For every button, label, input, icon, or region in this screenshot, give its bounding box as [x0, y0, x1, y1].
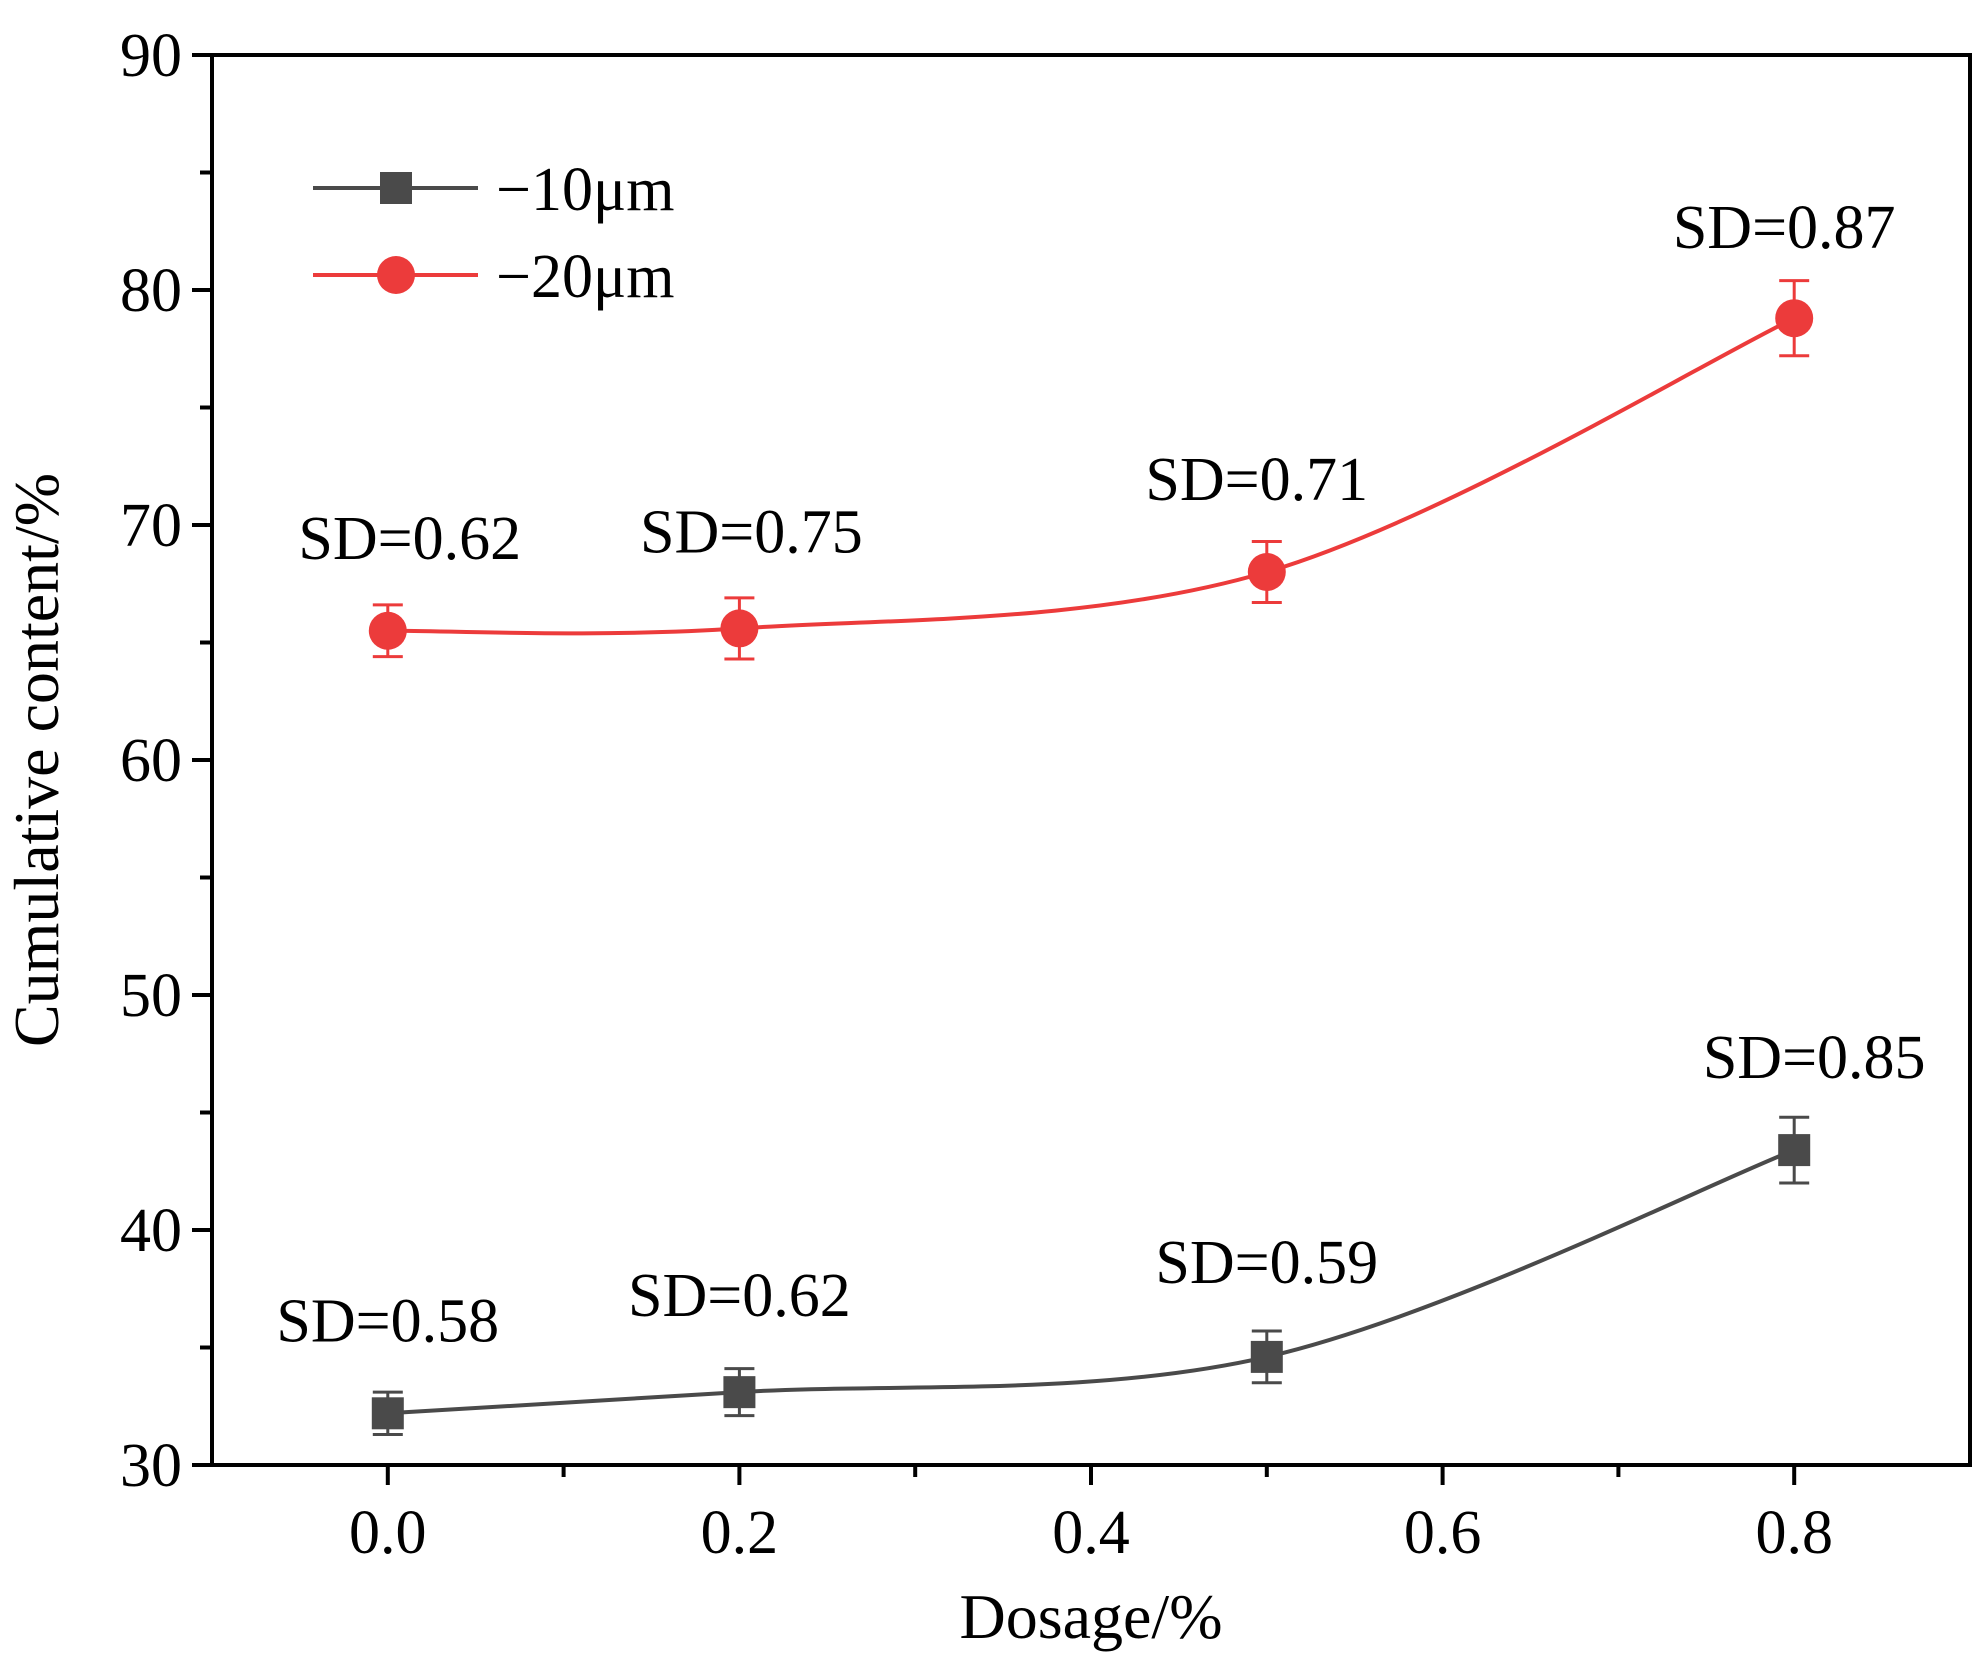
x-tick-label: 0.4	[1052, 1499, 1130, 1567]
legend: −10μm −20μm	[313, 156, 674, 311]
data-point	[720, 609, 759, 648]
legend-marker	[377, 256, 415, 294]
sd-label: SD=0.87	[1673, 194, 1896, 262]
y-tick-label: 40	[120, 1197, 182, 1265]
x-tick-label: 0.8	[1755, 1499, 1833, 1567]
x-tick-label: 0.0	[349, 1499, 427, 1567]
x-tick-label: 0.2	[701, 1499, 779, 1567]
sd-label: SD=0.75	[640, 498, 863, 566]
legend-marker	[380, 172, 412, 204]
y-tick-label: 90	[120, 22, 182, 90]
data-point	[1775, 299, 1814, 338]
x-tick-label: 0.6	[1404, 1499, 1482, 1567]
sd-label: SD=0.58	[276, 1287, 499, 1355]
y-tick-label: 60	[120, 727, 182, 795]
y-tick-label: 50	[120, 962, 182, 1030]
data-point	[1247, 553, 1286, 591]
y-axis-title: Cumulative content/%	[1, 473, 72, 1047]
data-point	[1778, 1134, 1811, 1167]
sd-label: SD=0.71	[1145, 446, 1368, 514]
series-2: SD=0.62 SD=0.75 SD=0.71 SD=0.87	[298, 194, 1896, 661]
legend-label: −20μm	[496, 243, 674, 311]
data-point	[368, 611, 407, 650]
sd-label: SD=0.62	[298, 505, 521, 573]
series-line	[387, 1148, 1795, 1416]
legend-label: −10μm	[496, 156, 674, 224]
y-tick-label: 80	[120, 257, 182, 325]
y-tick-label: 30	[120, 1432, 182, 1500]
series-1: SD=0.58 SD=0.62 SD=0.59 SD=0.85	[276, 1024, 1926, 1436]
data-point	[371, 1397, 404, 1430]
plot-frame	[210, 53, 1972, 1467]
sd-label: SD=0.59	[1155, 1229, 1378, 1297]
series-line	[387, 316, 1796, 636]
y-tick-label: 70	[120, 492, 182, 560]
axes: 0.0 0.2 0.4 0.6 0.8 30 40 50 60 70 80 90	[120, 22, 1833, 1567]
x-axis-title: Dosage/%	[959, 1581, 1222, 1652]
data-point	[1250, 1340, 1283, 1373]
sd-label: SD=0.85	[1703, 1024, 1926, 1092]
data-point	[723, 1376, 756, 1409]
sd-label: SD=0.62	[628, 1262, 851, 1330]
